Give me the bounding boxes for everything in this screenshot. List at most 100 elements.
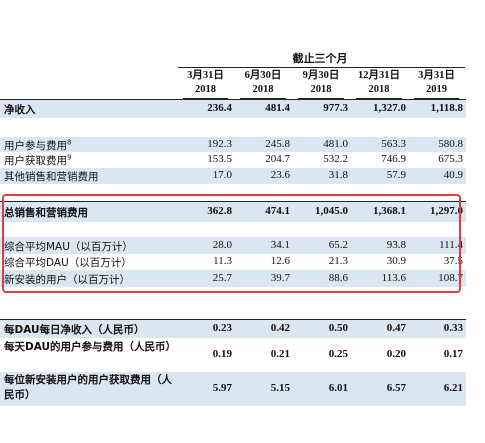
table-row: 净收入 236.4 481.4 977.3 1,327.0 1,118.8	[0, 100, 466, 118]
highlight-box	[2, 194, 461, 293]
row-label: 其他销售和营销费用	[4, 171, 99, 183]
table-cell: 0.17	[443, 348, 463, 360]
row-label: 综合平均MAU（以百万计）	[4, 240, 133, 253]
footnote-marker: 8	[67, 138, 72, 146]
table-cell: 362.8	[207, 205, 232, 217]
table-cell: 977.3	[323, 102, 348, 114]
column-date: 9月30日	[302, 70, 340, 81]
column-underline	[356, 98, 402, 99]
table-cell: 481.0	[323, 137, 348, 150]
row-label: 新安装的用户（以百万计）	[4, 273, 130, 286]
table-cell: 0.21	[270, 348, 290, 360]
column-year: 2018	[368, 84, 390, 95]
column-underline	[240, 98, 286, 99]
table-row: 用户参与费用8 192.3 245.8 481.0 563.3 580.8	[0, 137, 466, 152]
column-header: 6月30日 2018	[234, 69, 292, 99]
table-cell: 1,045.0	[315, 205, 348, 217]
table-cell: 12.6	[270, 255, 290, 267]
table-cell: 37.5	[443, 255, 463, 267]
table-cell: 17.0	[212, 169, 232, 181]
table-cell: 5.97	[212, 382, 232, 394]
row-separator	[0, 201, 466, 202]
row-label: 总销售和营销费用	[4, 207, 88, 219]
table-cell: 21.3	[328, 255, 348, 267]
table-cell: 236.4	[207, 102, 232, 114]
table-cell: 6.21	[443, 382, 463, 394]
row-label: 净收入	[4, 104, 36, 116]
table-cell: 93.8	[386, 238, 406, 251]
column-date: 6月30日	[244, 70, 282, 81]
table-cell: 25.7	[212, 271, 232, 284]
column-date: 12月31日	[358, 70, 400, 81]
table-cell: 580.8	[438, 137, 463, 150]
column-underline	[298, 98, 344, 99]
table-cell: 0.47	[386, 322, 406, 334]
table-row: 综合平均DAU（以百万计） 11.3 12.6 21.3 30.9 37.5	[0, 254, 466, 270]
column-year: 2018	[195, 84, 216, 95]
table-cell: 1,327.0	[373, 102, 406, 114]
table-cell: 88.6	[328, 271, 348, 284]
header-rule	[178, 67, 465, 68]
column-year: 2018	[252, 84, 274, 95]
table-cell: 6.57	[386, 382, 406, 394]
period-title: 截止三个月	[292, 52, 348, 65]
table-cell: 57.9	[386, 169, 406, 181]
table-row: 综合平均MAU（以百万计） 28.0 34.1 65.2 93.8 111.4	[0, 237, 466, 254]
table-row: 每位新安装用户的用户获取费用（人民币） 5.97 5.15 6.01 6.57 6.21	[0, 372, 466, 406]
column-year: 2019	[426, 84, 447, 95]
row-label: 用户参与费用8	[4, 138, 72, 152]
table-cell: 0.25	[328, 348, 348, 360]
table-cell: 0.33	[443, 322, 463, 334]
table-cell: 5.15	[270, 382, 290, 394]
table-cell: 30.9	[386, 255, 406, 267]
column-header: 3月31日 2019	[408, 69, 465, 99]
table-cell: 481.4	[265, 102, 290, 114]
table-cell: 113.6	[381, 271, 406, 284]
row-label: 综合平均DAU（以百万计）	[4, 257, 132, 269]
column-date: 3月31日	[187, 70, 224, 81]
table-cell: 204.7	[265, 153, 290, 165]
table-cell: 746.9	[381, 153, 406, 165]
table-cell: 474.1	[265, 205, 290, 217]
row-label: 用户获取费用9	[4, 153, 72, 168]
column-header: 12月31日 2018	[350, 69, 408, 99]
table-cell: 111.4	[439, 238, 463, 251]
table-cell: 108.7	[438, 271, 463, 284]
table-row: 每天DAU的用户参与费用（人民币） 0.19 0.21 0.25 0.20 0.17	[0, 339, 466, 371]
column-underline	[183, 98, 228, 99]
table-cell: 0.23	[212, 322, 232, 334]
row-label: 每DAU每日净收入（人民币）	[4, 324, 145, 336]
table-cell: 0.19	[212, 348, 232, 360]
column-header: 3月31日 2018	[177, 69, 234, 99]
row-separator	[0, 319, 466, 320]
footnote-marker: 9	[67, 153, 72, 162]
table-cell: 11.3	[213, 255, 232, 267]
row-label: 每天DAU的用户参与费用（人民币）	[4, 341, 177, 353]
table-cell: 0.42	[270, 322, 290, 334]
table-cell: 1,118.8	[430, 102, 463, 114]
table-row: 总销售和营销费用 362.8 474.1 1,045.0 1,368.1 1,297.0	[0, 202, 466, 222]
table-row: 新安装的用户（以百万计） 25.7 39.7 88.6 113.6 108.7	[0, 270, 466, 287]
table-cell: 31.8	[328, 169, 348, 181]
column-header: 9月30日 2018	[292, 69, 350, 99]
table-cell: 23.6	[270, 169, 290, 181]
table-cell: 28.0	[212, 238, 232, 251]
table-cell: 532.2	[323, 153, 348, 165]
table-cell: 563.3	[381, 137, 406, 150]
table-cell: 153.5	[207, 153, 232, 165]
column-year: 2018	[310, 84, 332, 95]
table-cell: 65.2	[328, 238, 348, 251]
table-cell: 1,297.0	[430, 205, 463, 217]
table-row: 用户获取费用9 153.5 204.7 532.2 746.9 675.3	[0, 152, 466, 168]
row-label: 每位新安装用户的用户获取费用（人民币）	[4, 374, 172, 401]
table-row: 每DAU每日净收入（人民币） 0.23 0.42 0.50 0.47 0.33	[0, 320, 466, 338]
table-cell: 40.9	[443, 169, 463, 181]
table-cell: 0.50	[328, 322, 348, 334]
row-separator	[0, 99, 466, 100]
table-cell: 39.7	[270, 271, 290, 284]
table-row: 其他销售和营销费用 17.0 23.6 31.8 57.9 40.9	[0, 168, 466, 184]
table-cell: 245.8	[265, 137, 290, 150]
table-cell: 0.20	[386, 348, 406, 360]
table-cell: 1,368.1	[373, 205, 406, 217]
table-cell: 192.3	[207, 137, 232, 150]
